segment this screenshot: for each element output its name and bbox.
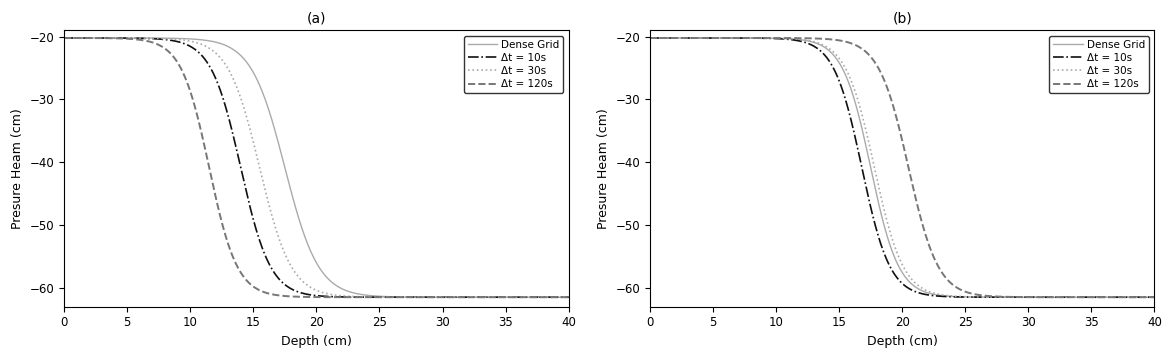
Δt = 120s	[882, 92, 896, 97]
Δt = 10s	[562, 295, 576, 299]
Line: Δt = 120s: Δt = 120s	[65, 38, 569, 297]
Dense Grid	[330, 284, 344, 288]
Δt = 30s	[297, 280, 311, 284]
Δt = 30s	[57, 36, 72, 40]
Δt = 120s	[330, 295, 344, 299]
X-axis label: Depth (cm): Depth (cm)	[282, 335, 352, 348]
Dense Grid	[562, 295, 576, 299]
Δt = 10s	[297, 292, 311, 296]
Δt = 120s	[916, 224, 930, 228]
Δt = 120s	[886, 102, 900, 106]
Δt = 10s	[1057, 295, 1071, 299]
Δt = 30s	[916, 286, 930, 291]
Δt = 30s	[470, 295, 484, 299]
Δt = 10s	[470, 295, 484, 299]
Δt = 120s	[943, 280, 957, 285]
Δt = 30s	[886, 238, 900, 242]
Dense Grid	[643, 36, 657, 40]
Δt = 10s	[916, 292, 930, 296]
X-axis label: Depth (cm): Depth (cm)	[867, 335, 937, 348]
Δt = 120s	[1135, 295, 1150, 299]
Dense Grid	[1057, 295, 1071, 299]
Δt = 120s	[549, 295, 563, 299]
Δt = 10s	[1135, 295, 1150, 299]
Y-axis label: Presure Heam (cm): Presure Heam (cm)	[597, 108, 610, 229]
Line: Δt = 120s: Δt = 120s	[650, 38, 1154, 297]
Δt = 10s	[300, 292, 314, 297]
Title: (b): (b)	[893, 11, 913, 25]
Title: (a): (a)	[306, 11, 326, 25]
Δt = 10s	[886, 269, 900, 273]
Line: Δt = 30s: Δt = 30s	[650, 38, 1154, 297]
Δt = 10s	[1147, 295, 1161, 299]
Δt = 30s	[1147, 295, 1161, 299]
Legend: Dense Grid, Δt = 10s, Δt = 30s, Δt = 120s: Dense Grid, Δt = 10s, Δt = 30s, Δt = 120…	[1050, 36, 1150, 93]
Δt = 10s	[57, 36, 72, 40]
Δt = 30s	[943, 294, 957, 298]
Δt = 120s	[1147, 295, 1161, 299]
Dense Grid	[358, 293, 372, 297]
Dense Grid	[916, 289, 930, 293]
Δt = 30s	[300, 283, 314, 287]
Δt = 10s	[358, 295, 372, 299]
Δt = 10s	[943, 295, 957, 299]
Δt = 30s	[358, 295, 372, 299]
Line: Δt = 10s: Δt = 10s	[650, 38, 1154, 297]
Δt = 30s	[562, 295, 576, 299]
Dense Grid	[1135, 295, 1150, 299]
Dense Grid	[300, 240, 314, 244]
Dense Grid	[297, 232, 311, 236]
Δt = 120s	[1057, 295, 1071, 299]
Δt = 30s	[1135, 295, 1150, 299]
Dense Grid	[57, 36, 72, 40]
Dense Grid	[549, 295, 563, 299]
Δt = 120s	[57, 36, 72, 40]
Δt = 10s	[643, 36, 657, 40]
Dense Grid	[1147, 295, 1161, 299]
Dense Grid	[886, 250, 900, 255]
Line: Δt = 30s: Δt = 30s	[65, 38, 569, 297]
Line: Dense Grid: Dense Grid	[650, 38, 1154, 297]
Δt = 120s	[643, 36, 657, 40]
Δt = 120s	[470, 295, 484, 299]
Δt = 10s	[330, 295, 344, 299]
Δt = 120s	[562, 295, 576, 299]
Δt = 120s	[297, 295, 311, 299]
Δt = 30s	[643, 36, 657, 40]
Δt = 30s	[1057, 295, 1071, 299]
Δt = 10s	[549, 295, 563, 299]
Δt = 30s	[882, 228, 896, 232]
Dense Grid	[470, 295, 484, 299]
Line: Δt = 10s: Δt = 10s	[65, 38, 569, 297]
Dense Grid	[882, 242, 896, 246]
Line: Dense Grid: Dense Grid	[65, 38, 569, 297]
Y-axis label: Presure Heam (cm): Presure Heam (cm)	[11, 108, 25, 229]
Δt = 120s	[300, 295, 314, 299]
Legend: Dense Grid, Δt = 10s, Δt = 30s, Δt = 120s: Dense Grid, Δt = 10s, Δt = 30s, Δt = 120…	[463, 36, 563, 93]
Dense Grid	[943, 294, 957, 298]
Δt = 10s	[882, 264, 896, 268]
Δt = 120s	[358, 295, 372, 299]
Δt = 30s	[330, 293, 344, 298]
Δt = 30s	[549, 295, 563, 299]
